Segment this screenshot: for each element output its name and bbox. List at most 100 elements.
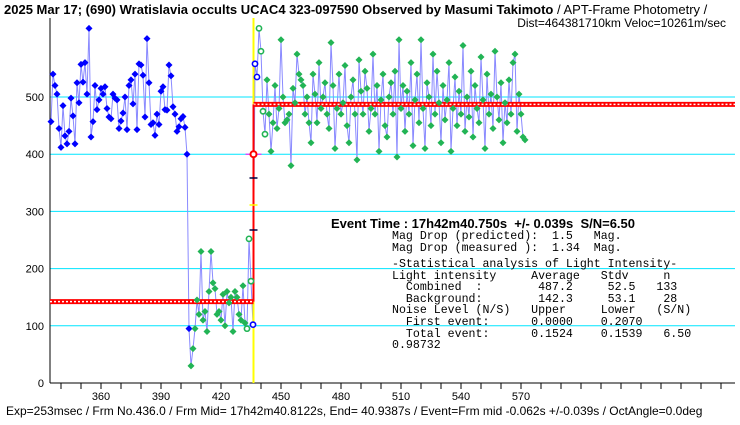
stats-line: Total event: 0.1524 0.1539 6.50 bbox=[392, 327, 692, 341]
data-point bbox=[503, 119, 511, 127]
data-point bbox=[309, 70, 317, 78]
data-point bbox=[439, 82, 447, 90]
data-point bbox=[317, 104, 325, 112]
data-point bbox=[175, 123, 183, 131]
data-point bbox=[501, 99, 509, 107]
data-point bbox=[385, 93, 393, 101]
data-point bbox=[315, 59, 323, 67]
data-point bbox=[99, 90, 107, 98]
data-point bbox=[335, 70, 343, 78]
data-point bbox=[159, 83, 167, 91]
data-point bbox=[399, 82, 407, 90]
data-point bbox=[171, 110, 179, 118]
data-point bbox=[95, 96, 103, 104]
y-tick-label: 500 bbox=[26, 92, 44, 104]
data-point bbox=[193, 296, 201, 304]
data-point bbox=[119, 109, 127, 117]
data-point bbox=[393, 153, 401, 161]
data-point bbox=[505, 76, 513, 84]
data-point bbox=[329, 82, 337, 90]
data-point bbox=[463, 93, 471, 101]
data-point bbox=[203, 328, 211, 336]
data-point bbox=[395, 36, 403, 44]
data-point bbox=[351, 110, 359, 118]
title-rest: / APT-Frame Photometry / bbox=[553, 2, 708, 17]
data-point bbox=[411, 96, 419, 104]
data-point bbox=[357, 87, 365, 95]
data-point bbox=[421, 144, 429, 152]
data-point bbox=[57, 143, 65, 151]
data-point bbox=[409, 142, 417, 150]
data-point bbox=[517, 110, 525, 118]
data-point bbox=[59, 102, 67, 110]
data-point bbox=[515, 90, 523, 98]
data-point bbox=[375, 147, 383, 155]
data-point bbox=[513, 127, 521, 135]
y-tick-label: 0 bbox=[38, 378, 44, 390]
data-point bbox=[93, 106, 101, 114]
data-point bbox=[81, 59, 89, 67]
data-point bbox=[103, 104, 111, 112]
data-point bbox=[427, 122, 435, 130]
data-point bbox=[275, 104, 283, 112]
chart-title: 2025 Mar 17; (690) Wratislavia occults U… bbox=[4, 2, 707, 17]
data-point bbox=[415, 119, 423, 127]
data-point bbox=[453, 122, 461, 130]
data-point bbox=[465, 113, 473, 121]
data-point bbox=[201, 308, 209, 315]
data-point bbox=[497, 79, 505, 87]
data-point bbox=[263, 76, 271, 84]
data-point bbox=[423, 79, 431, 87]
data-point bbox=[133, 126, 141, 134]
data-point bbox=[511, 50, 519, 58]
data-point bbox=[311, 90, 319, 98]
data-point bbox=[381, 122, 389, 130]
data-point bbox=[297, 76, 305, 84]
data-point-open bbox=[245, 235, 253, 243]
mag-drop-predicted: Mag Drop (predicted): 1.5 Mag. bbox=[392, 230, 622, 243]
event-midpoint-marker bbox=[249, 150, 258, 159]
data-point bbox=[233, 293, 241, 301]
data-point bbox=[287, 162, 295, 170]
data-point bbox=[455, 87, 463, 95]
x-tick-label: 570 bbox=[512, 391, 530, 403]
data-point bbox=[215, 308, 223, 315]
event-time: Event Time : 17h42m40.750s +/- 0.039s S/… bbox=[331, 216, 636, 231]
data-point bbox=[419, 104, 427, 112]
stats-line: -Statistical analysis of Light Intensity… bbox=[392, 258, 678, 271]
data-point-open bbox=[243, 325, 251, 333]
data-point bbox=[191, 325, 199, 333]
data-point bbox=[75, 99, 83, 107]
data-point bbox=[197, 247, 205, 255]
data-point bbox=[367, 104, 375, 112]
y-tick-label: 400 bbox=[26, 149, 44, 161]
data-point bbox=[401, 127, 409, 135]
y-tick-label: 300 bbox=[26, 206, 44, 218]
data-point bbox=[65, 127, 73, 135]
data-point bbox=[229, 328, 237, 336]
data-point bbox=[469, 133, 477, 141]
data-point bbox=[199, 316, 207, 324]
data-point bbox=[279, 93, 287, 101]
data-point bbox=[143, 35, 151, 43]
data-point bbox=[195, 310, 203, 318]
data-point bbox=[183, 150, 191, 158]
data-point bbox=[459, 42, 467, 50]
data-point bbox=[231, 287, 239, 295]
data-point bbox=[377, 96, 385, 104]
data-point bbox=[507, 110, 515, 118]
data-point bbox=[389, 110, 397, 118]
data-point bbox=[481, 144, 489, 152]
data-point bbox=[403, 87, 411, 95]
data-point bbox=[273, 124, 281, 132]
data-point bbox=[471, 82, 479, 90]
data-point bbox=[225, 299, 233, 307]
data-point bbox=[475, 119, 483, 127]
data-point-open bbox=[261, 130, 269, 138]
data-point bbox=[391, 67, 399, 75]
data-point bbox=[271, 82, 279, 90]
data-point bbox=[53, 90, 61, 98]
y-tick-label: 100 bbox=[26, 321, 44, 333]
data-point bbox=[347, 93, 355, 101]
data-point bbox=[125, 82, 133, 90]
